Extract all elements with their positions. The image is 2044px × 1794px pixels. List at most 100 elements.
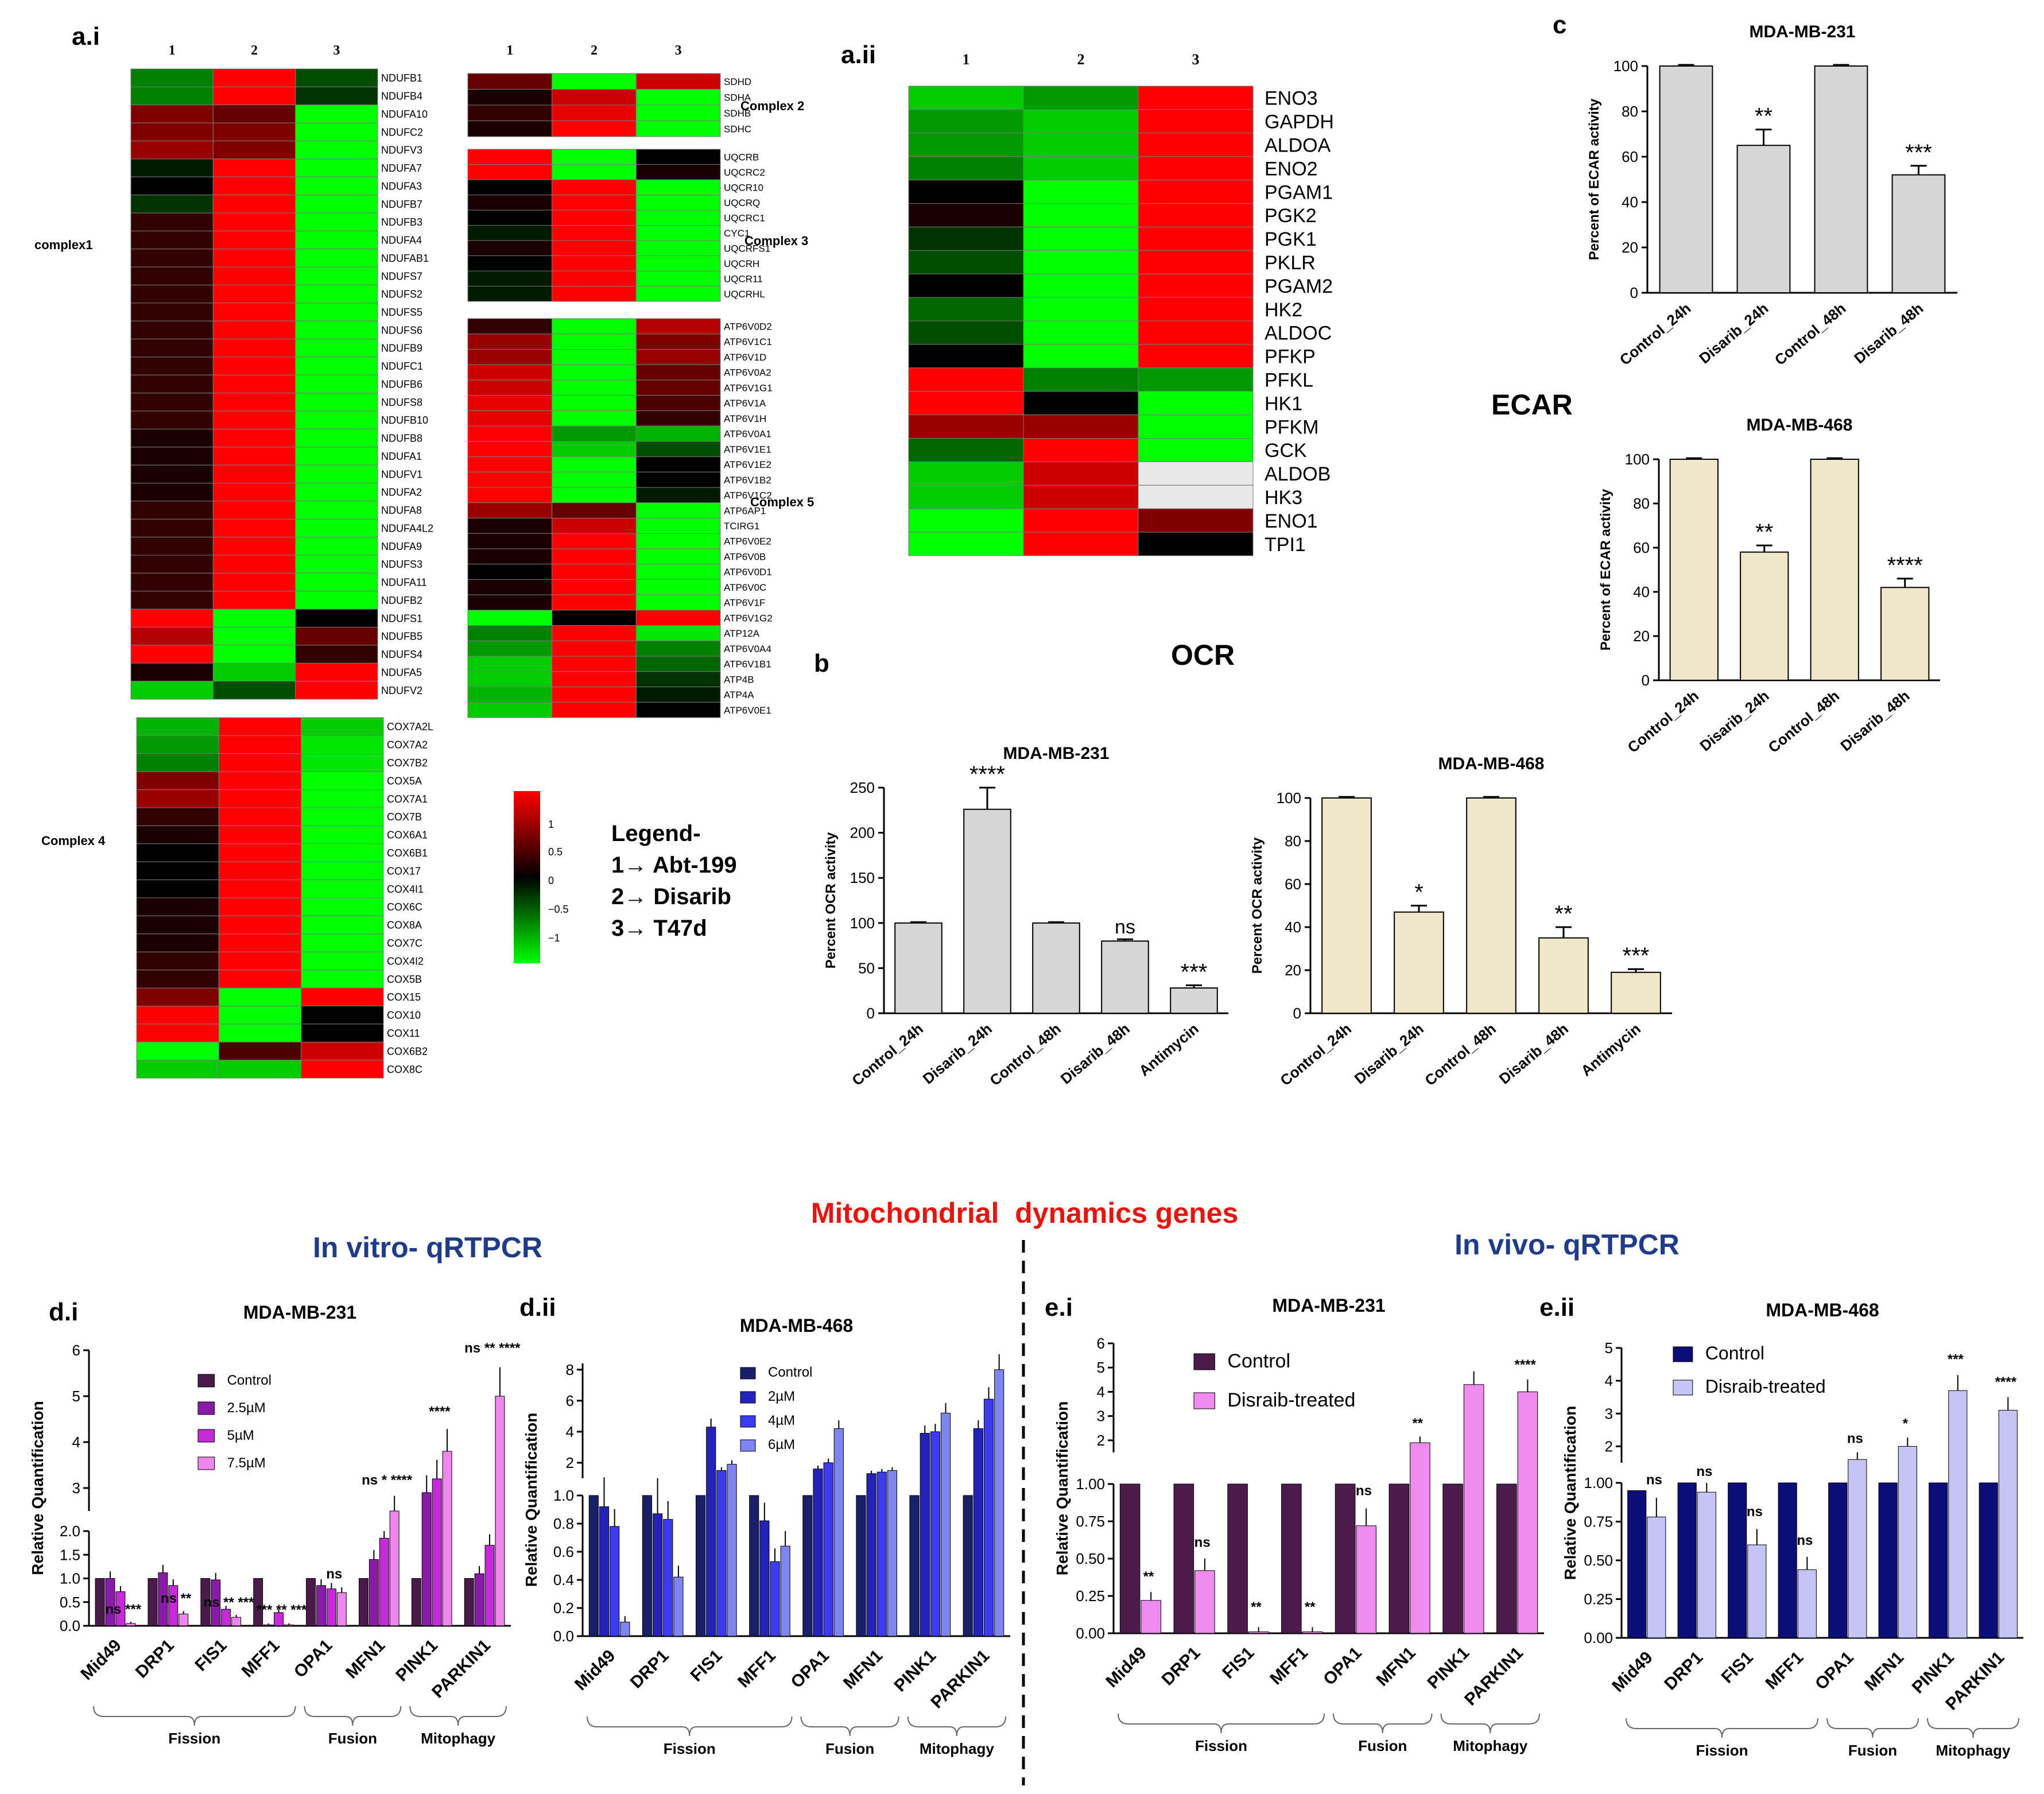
heatmap-cell [218,951,302,971]
legend-swatch [1193,1392,1215,1409]
y-tick-label: 1.00 [1076,1475,1105,1493]
significance-label: ns [1646,1472,1662,1487]
heatmap-complex3: UQCRB UQCRC2 UQCR10 UQCRQ UQCRC1 CYC1 UQCRFS1 U… [467,149,808,302]
bar [1119,1483,1141,1634]
heatmap-cell [136,753,219,772]
group-brace [800,1716,899,1737]
heatmap-cell [1023,133,1139,157]
y-tick-label: 4 [566,1423,574,1440]
heatmap-cell [136,807,219,826]
heatmap-cell [218,825,302,844]
heatmap-cell [908,86,1024,110]
x-tick-label: OPA1 [787,1646,833,1692]
legend-swatch [1673,1346,1693,1362]
y-tick-label: 50 [858,959,875,977]
heatmap-cell [295,230,378,250]
gene-label: COX8A [387,920,422,931]
group-brace [1826,1718,1919,1738]
gene-label: ATP6V1E2 [724,459,771,470]
gene-label: GCK [1265,440,1307,462]
y-tick-label: 4 [1605,1372,1613,1389]
significance-label: ns [1115,916,1135,938]
heatmap-cell [1138,180,1254,204]
y-tick-label: 0 [1293,1005,1301,1022]
group-brace [304,1706,402,1726]
y-tick-label: 1.00 [1584,1474,1613,1491]
heatmap-cell [212,320,296,340]
heatmap-cell [295,537,378,556]
x-tick-label: Disarib_48h [1057,1020,1133,1088]
heatmap-cell [1138,532,1254,556]
significance-label: ns ** *** [203,1595,254,1610]
gene-label: ATP6V0E1 [724,705,771,716]
heatmap-cell [908,273,1024,298]
gene-label: UQCRHL [724,289,765,300]
legend-swatch [197,1401,215,1415]
heatmap-cell [212,645,296,664]
bar [1948,1390,1968,1638]
heatmap-cell [467,225,553,241]
gene-label: NDUFA8 [381,505,422,516]
heatmap-cell [552,625,637,641]
heatmap-cell [1023,485,1139,509]
bar [1281,1483,1302,1634]
heatmap-cell [301,915,384,935]
heatmap-cell [136,1005,219,1025]
heatmap-cell [295,249,378,268]
bar [1173,1483,1194,1634]
heatmap-cell [295,428,378,448]
significance-label: ** [1412,1416,1423,1431]
legend-label: 7.5µM [227,1455,266,1471]
heatmap-cell [130,303,214,321]
gene-label: ATP6V0A1 [724,429,771,440]
heatmap-cell [301,1060,384,1079]
bar [983,1398,994,1637]
gene-label: COX11 [387,1028,420,1039]
mito-heading: Mitochondrial dynamics genes [811,1197,1239,1229]
gene-label: COX5A [387,775,422,786]
gene-label: NDUFS8 [381,397,422,408]
heatmap-cell [1138,367,1254,392]
legend-title: Legend- [611,821,701,846]
heatmap-cell [635,286,721,302]
group-brace [1118,1713,1325,1734]
significance-label: ns [1194,1535,1211,1550]
gene-label: NDUFA4L2 [381,522,433,534]
heatmap-cell [908,250,1024,274]
group-brace [587,1716,793,1737]
bar [316,1585,326,1626]
heatmap-layer: NDUFB1NDUFB4NDUFA10NDUFC2NDUFV3NDUFA7NDU… [34,43,1334,1079]
significance-label: ns [1356,1483,1372,1499]
bar [599,1506,610,1637]
heatmap-cell [1023,461,1139,486]
x-tick-label: Disarib_24h [920,1020,995,1088]
heatmap-cell [1023,391,1139,416]
gene-label: COX6A1 [387,830,428,841]
x-tick-label: FIS1 [1718,1648,1757,1687]
heatmap-cell [1023,414,1139,439]
heatmap-cell [301,1041,384,1061]
bar [780,1545,790,1637]
bar [1032,922,1080,1014]
panel-label-e-ii: e.ii [1539,1293,1574,1322]
gene-label: NDUFA7 [381,162,422,174]
heatmap-cell [1138,414,1254,439]
heatmap-cell [552,487,637,503]
bar [1880,587,1930,681]
heatmap-cell [467,210,553,226]
y-tick-label: 6 [1097,1335,1105,1352]
heatmap-cell [467,456,553,472]
bar [1814,65,1868,293]
heatmap-cell [467,579,553,595]
heatmap-cell [218,933,302,952]
chart-ocr231: MDA-MB-231 0 50 100 150 200 250 Percent OCR act… [823,744,1228,1089]
bar [389,1510,400,1626]
gene-label: ATP6V1B2 [724,475,771,486]
heatmap-cell [635,89,721,106]
chart-title: MDA-MB-231 [1003,744,1109,763]
significance-label: ns [1747,1504,1763,1520]
heatmap-cell [218,1005,302,1025]
y-axis-label: Relative Quantification [522,1413,540,1587]
bar [1647,1516,1666,1638]
y-tick-label: 3 [1097,1408,1105,1425]
